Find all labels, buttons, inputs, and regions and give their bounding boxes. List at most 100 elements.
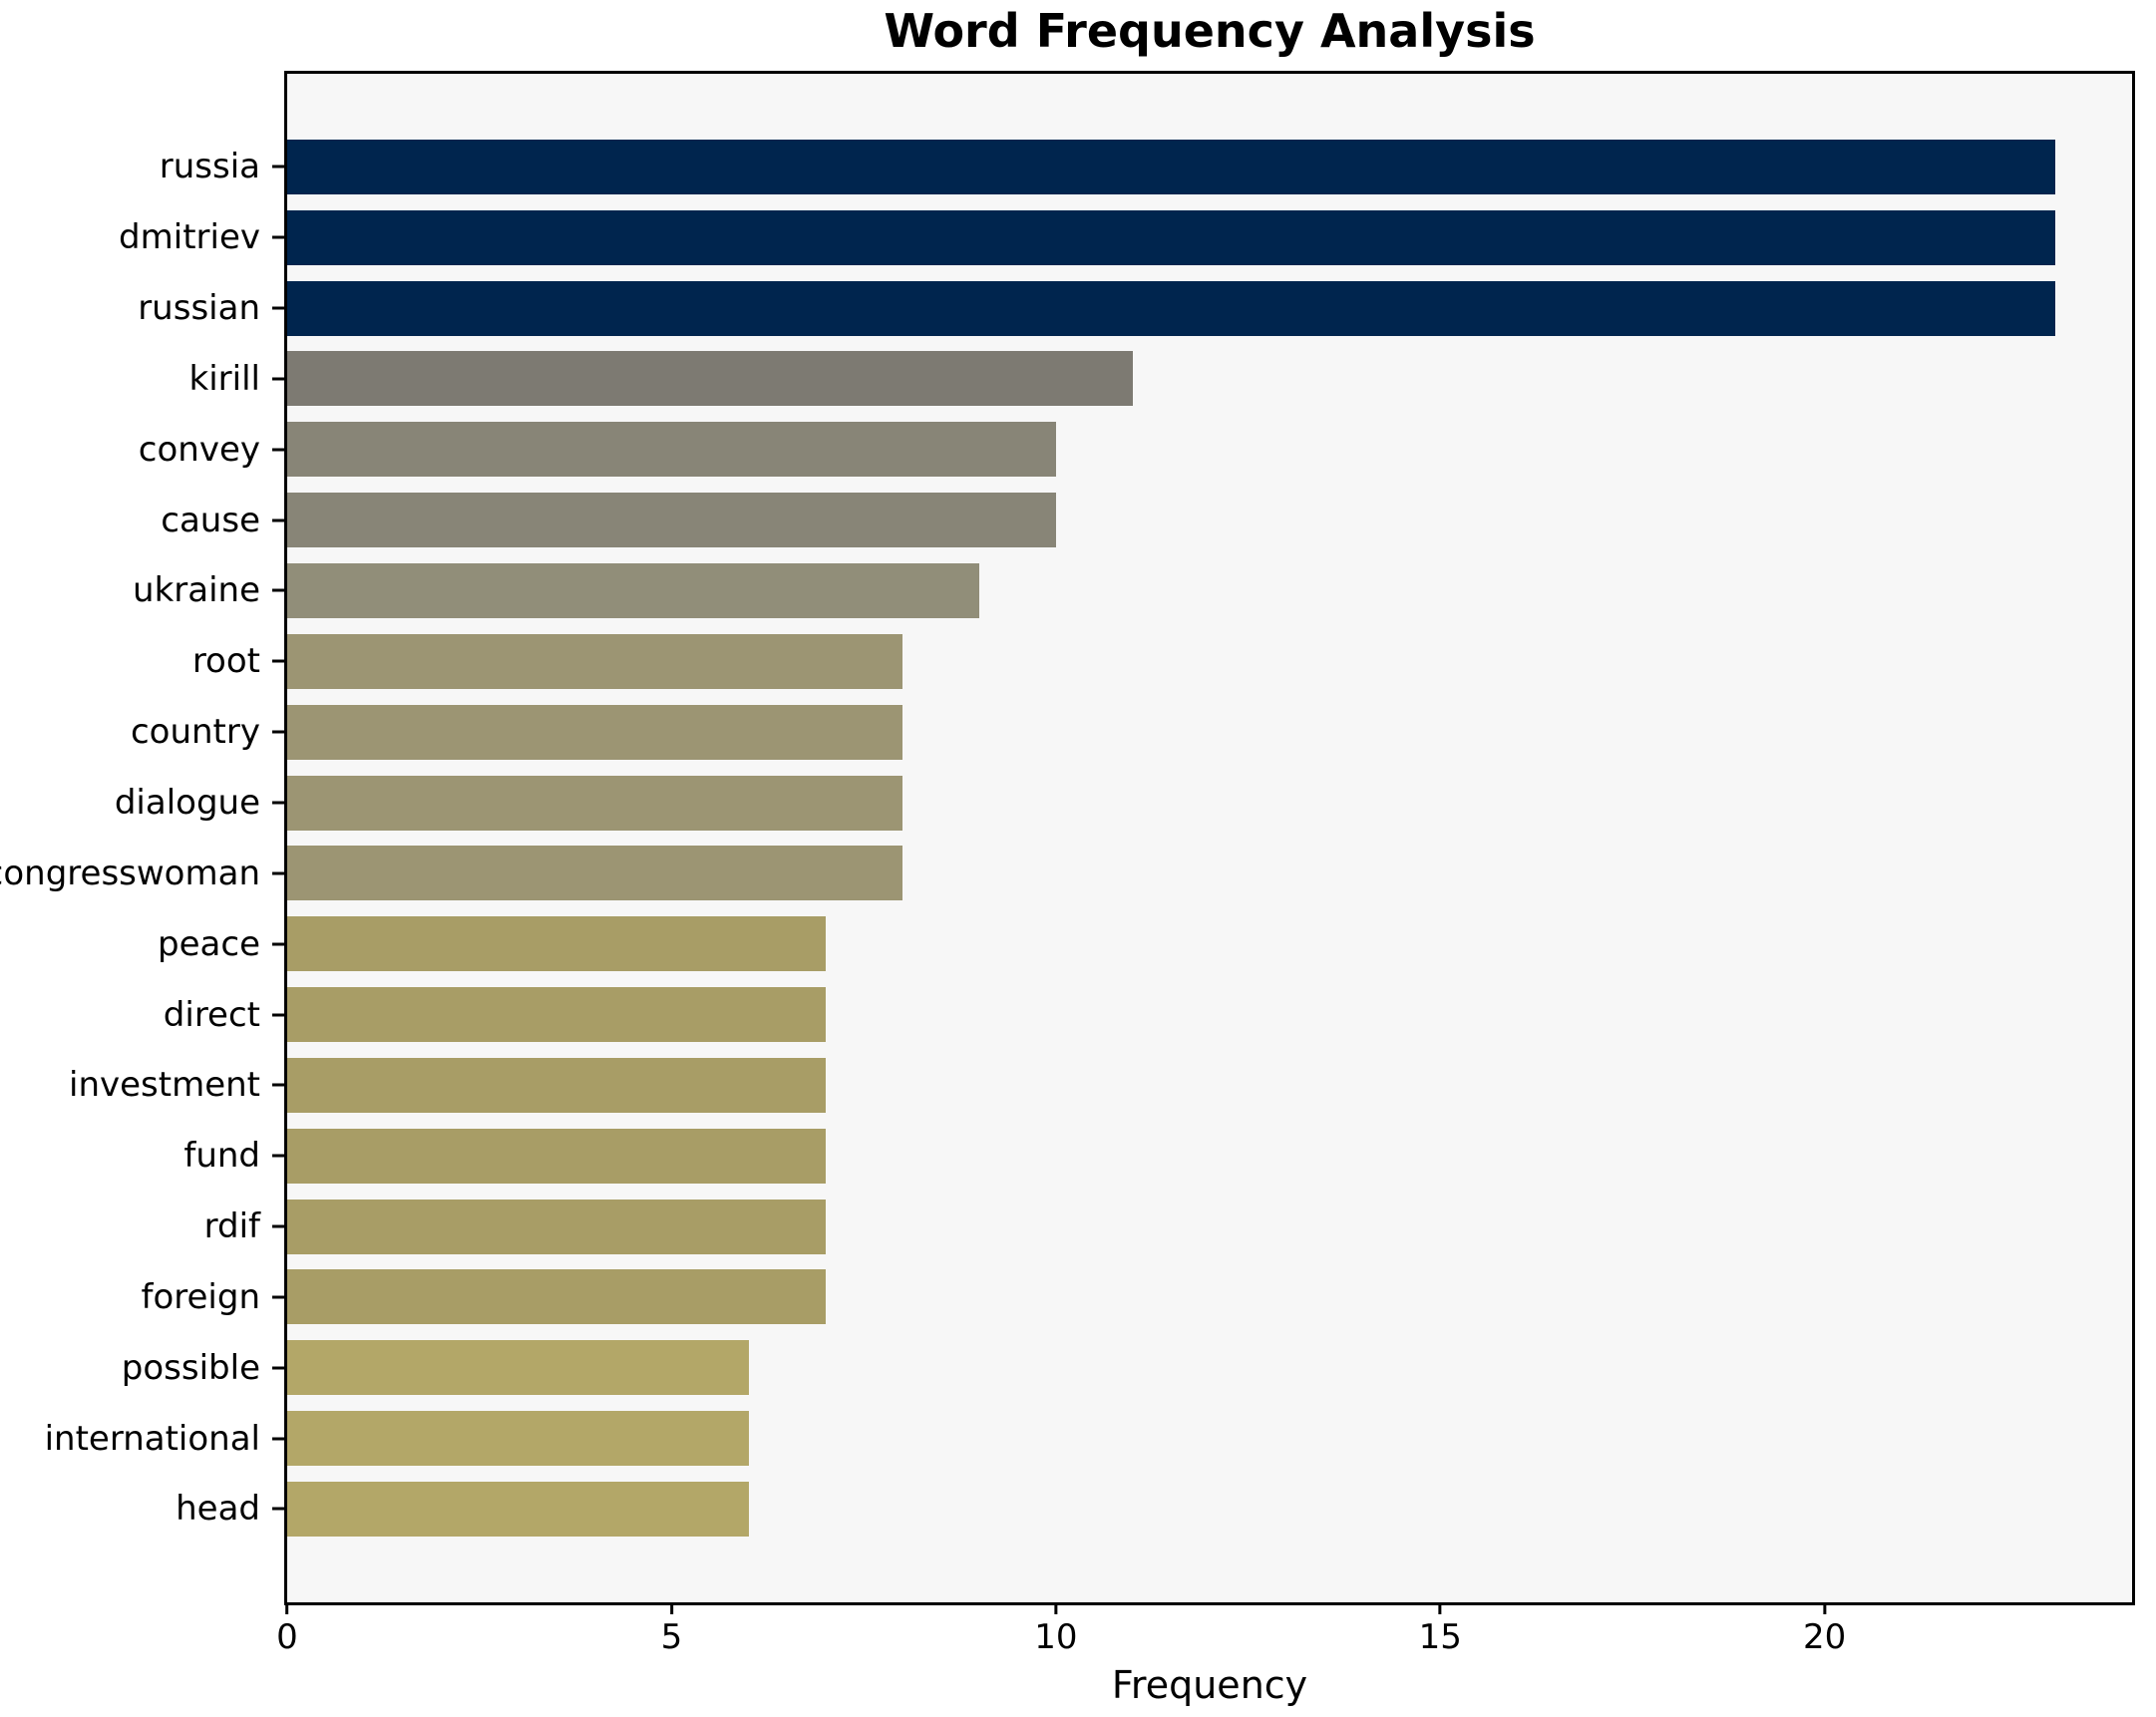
category-label: country	[130, 712, 260, 753]
bar-row: convey	[139, 414, 2132, 485]
x-tick: 20	[1803, 1602, 1846, 1654]
plot-area: russia dmitriev russian kirill convey cause uk…	[0, 71, 2135, 1654]
y-tick-mark	[272, 730, 284, 734]
bar-row: ukraine	[133, 555, 2132, 626]
bar-row: kirill	[189, 344, 2132, 415]
category-label: ukraine	[133, 570, 260, 611]
y-tick-mark	[272, 659, 284, 663]
x-tick-mark	[669, 1602, 673, 1614]
y-tick-mark	[272, 801, 284, 805]
bar-row: dialogue	[115, 768, 2132, 839]
y-tick-mark	[272, 1154, 284, 1158]
x-tick: 5	[660, 1602, 683, 1657]
category-label: fund	[183, 1136, 260, 1177]
category-label: russia	[159, 147, 260, 187]
bar-row: congresswoman	[0, 838, 2132, 908]
frequency-bar	[287, 280, 2055, 336]
bar-row: direct	[164, 979, 2132, 1050]
frequency-bar	[287, 775, 902, 831]
x-axis-label: Frequency	[1111, 1663, 1308, 1707]
category-label: rdif	[203, 1206, 260, 1247]
bar-row: fund	[183, 1121, 2132, 1192]
y-tick-mark	[272, 588, 284, 592]
y-tick-mark	[272, 1295, 284, 1299]
category-label: dmitriev	[119, 217, 260, 258]
bar-row: possible	[122, 1332, 2132, 1403]
bar-row: cause	[161, 485, 2132, 555]
bar-row: foreign	[142, 1262, 2132, 1333]
x-tick-label: 0	[276, 1617, 298, 1657]
frequency-bar	[287, 633, 902, 689]
y-tick-mark	[272, 1437, 284, 1441]
bar-row: russia	[160, 132, 2132, 202]
frequency-bar	[287, 987, 826, 1043]
category-label: cause	[161, 500, 260, 540]
frequency-bar	[287, 916, 826, 972]
category-label: investment	[69, 1065, 260, 1106]
category-label: possible	[121, 1347, 260, 1388]
bar-row: peace	[158, 908, 2132, 979]
frequency-bar	[287, 209, 2055, 265]
bar-row: international	[45, 1403, 2132, 1474]
y-tick-mark	[272, 448, 284, 452]
frequency-bar	[287, 1411, 749, 1467]
category-label: kirill	[188, 358, 260, 399]
x-tick-label: 20	[1803, 1617, 1847, 1657]
y-tick-mark	[272, 518, 284, 522]
category-label: congresswoman	[0, 853, 260, 893]
frequency-bar	[287, 351, 1133, 407]
frequency-bar	[287, 846, 902, 901]
category-label: foreign	[141, 1276, 261, 1317]
y-tick-mark	[272, 871, 284, 875]
y-tick-mark	[272, 1083, 284, 1087]
x-tick: 15	[1419, 1602, 1462, 1654]
x-tick: 0	[276, 1602, 298, 1654]
frequency-bar	[287, 1269, 826, 1325]
y-tick-mark	[272, 1507, 284, 1511]
bar-row: head	[176, 1474, 2132, 1545]
y-tick-mark	[272, 1366, 284, 1370]
bar-row: dmitriev	[119, 202, 2132, 273]
category-label: dialogue	[114, 783, 260, 824]
y-tick-mark	[272, 942, 284, 946]
x-tick: 10	[1034, 1602, 1077, 1654]
y-tick-mark	[272, 165, 284, 169]
x-tick-mark	[1054, 1602, 1058, 1614]
frequency-bar	[287, 139, 2055, 194]
bar-row: russian	[138, 273, 2132, 344]
frequency-bar	[287, 422, 1056, 478]
frequency-bar	[287, 704, 902, 760]
category-label: convey	[138, 429, 260, 470]
y-tick-mark	[272, 377, 284, 381]
chart-title: Word Frequency Analysis	[884, 4, 1536, 58]
bar-row: country	[131, 697, 2132, 768]
bars-container: russia dmitriev russian kirill convey cause uk…	[0, 74, 2132, 1602]
y-tick-mark	[272, 306, 284, 310]
category-label: root	[191, 641, 260, 682]
frequency-bar	[287, 1128, 826, 1184]
frequency-bar	[287, 1340, 749, 1396]
x-tick-mark	[285, 1602, 289, 1614]
category-label: russian	[138, 288, 260, 329]
x-tick-mark	[1823, 1602, 1827, 1614]
frequency-bar	[287, 493, 1056, 548]
x-tick-mark	[1438, 1602, 1442, 1614]
x-tick-label: 5	[660, 1617, 683, 1657]
category-label: head	[176, 1489, 260, 1530]
category-label: peace	[158, 923, 260, 964]
y-tick-mark	[272, 1224, 284, 1228]
bar-row: rdif	[204, 1192, 2132, 1262]
bar-row: investment	[69, 1050, 2132, 1121]
y-tick-mark	[272, 1013, 284, 1017]
y-tick-mark	[272, 235, 284, 239]
frequency-bar	[287, 1057, 826, 1113]
bar-row: root	[192, 626, 2132, 697]
frequency-bar	[287, 1481, 749, 1537]
x-tick-label: 10	[1034, 1617, 1078, 1657]
frequency-bar	[287, 562, 979, 618]
frequency-bar	[287, 1199, 826, 1254]
x-tick-label: 15	[1418, 1617, 1462, 1657]
category-label: international	[44, 1418, 260, 1459]
category-label: direct	[163, 994, 260, 1035]
